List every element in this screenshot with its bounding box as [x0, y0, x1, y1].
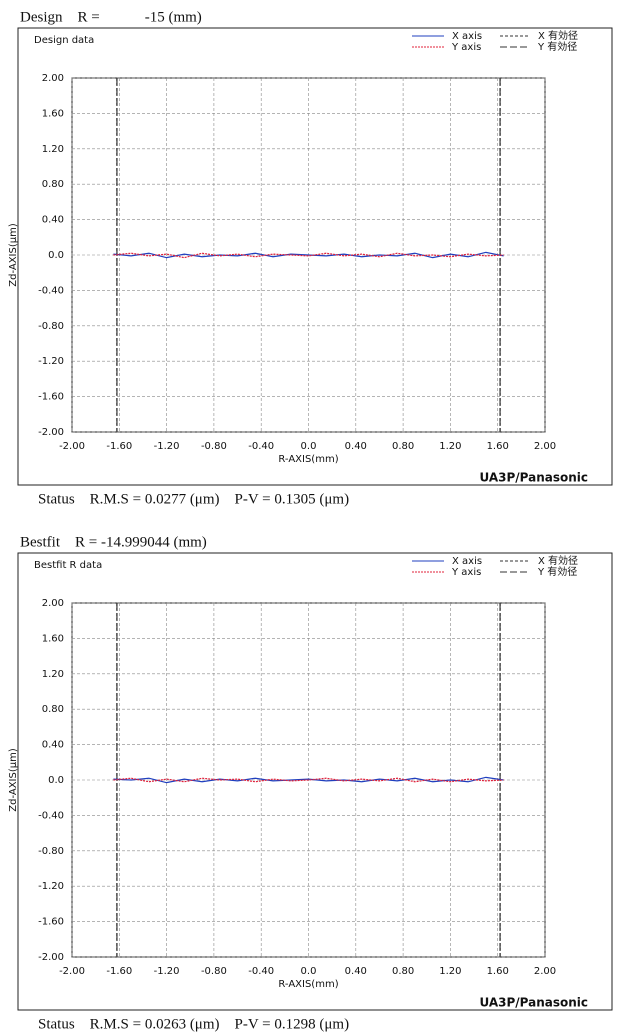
y-tick-label: 2.00 [42, 598, 64, 609]
y-tick-label: -1.60 [38, 917, 64, 928]
x-tick-label: 0.40 [345, 966, 367, 977]
series-line [113, 776, 504, 784]
series-line [113, 252, 504, 259]
y-tick-label: 0.80 [42, 179, 64, 190]
legend-label: Y axis [451, 567, 481, 578]
y-tick-label: 1.20 [42, 669, 64, 680]
header: Design R = -15 (mm) [20, 9, 202, 25]
y-tick-label: 1.60 [42, 633, 64, 644]
chart-frame [17, 552, 613, 1011]
chart-title: Bestfit R data [34, 560, 102, 571]
x-tick-label: 0.80 [392, 441, 414, 452]
x-tick-label: -1.60 [106, 966, 132, 977]
x-tick-label: 0.0 [301, 441, 317, 452]
x-tick-label: 0.0 [301, 966, 317, 977]
y-tick-label: -0.80 [38, 846, 64, 857]
y-tick-label: 0.40 [42, 740, 64, 751]
series-line [113, 777, 504, 783]
x-axis-label: R-AXIS(mm) [278, 454, 338, 465]
y-tick-label: 0.40 [42, 215, 64, 226]
x-tick-label: -2.00 [59, 966, 85, 977]
x-tick-label: 1.60 [487, 441, 509, 452]
chart-frame [17, 27, 613, 486]
x-tick-label: -0.80 [201, 966, 227, 977]
legend-label: X axis [452, 556, 482, 567]
y-tick-label: -2.00 [38, 427, 64, 438]
y-tick-label: 0.0 [48, 250, 64, 261]
x-tick-label: 1.20 [439, 441, 461, 452]
x-tick-label: 0.80 [392, 966, 414, 977]
y-axis-label: Zd-AXIS(μm) [8, 748, 19, 812]
legend-label: X axis [452, 31, 482, 42]
x-tick-label: 0.40 [345, 441, 367, 452]
x-tick-label: -0.40 [248, 966, 274, 977]
x-tick-label: -0.80 [201, 441, 227, 452]
legend-label: Y axis [451, 42, 481, 53]
series-line [113, 251, 504, 259]
y-axis-label: Zd-AXIS(μm) [8, 223, 19, 287]
x-tick-label: -1.20 [154, 441, 180, 452]
y-tick-label: -0.80 [38, 321, 64, 332]
x-tick-label: -2.00 [59, 441, 85, 452]
y-tick-label: 0.0 [48, 775, 64, 786]
y-tick-label: 2.00 [42, 73, 64, 84]
x-tick-label: -0.40 [248, 441, 274, 452]
brand: UA3P/Panasonic [479, 471, 588, 485]
legend-label: Y 有効径 [537, 565, 577, 578]
legend-label: X 有効径 [538, 554, 578, 567]
chart-title: Design data [34, 35, 94, 46]
status: Status R.M.S = 0.0263 (μm) P-V = 0.1298 … [38, 1016, 349, 1032]
y-tick-label: -1.20 [38, 356, 64, 367]
x-tick-label: 1.60 [487, 966, 509, 977]
header: Bestfit R = -14.999044 (mm) [20, 534, 207, 550]
x-tick-label: -1.60 [106, 441, 132, 452]
y-tick-label: -1.20 [38, 881, 64, 892]
x-tick-label: 2.00 [534, 441, 556, 452]
x-tick-label: 1.20 [439, 966, 461, 977]
x-tick-label: 2.00 [534, 966, 556, 977]
brand: UA3P/Panasonic [479, 996, 588, 1010]
legend-label: X 有効径 [538, 29, 578, 42]
y-tick-label: -1.60 [38, 392, 64, 403]
y-tick-label: 1.20 [42, 144, 64, 155]
y-tick-label: -0.40 [38, 285, 64, 296]
x-tick-label: -1.20 [154, 966, 180, 977]
legend-label: Y 有効径 [537, 40, 577, 53]
y-tick-label: 1.60 [42, 108, 64, 119]
x-axis-label: R-AXIS(mm) [278, 979, 338, 990]
y-tick-label: -2.00 [38, 952, 64, 963]
status: Status R.M.S = 0.0277 (μm) P-V = 0.1305 … [38, 491, 349, 507]
y-tick-label: 0.80 [42, 704, 64, 715]
y-tick-label: -0.40 [38, 810, 64, 821]
